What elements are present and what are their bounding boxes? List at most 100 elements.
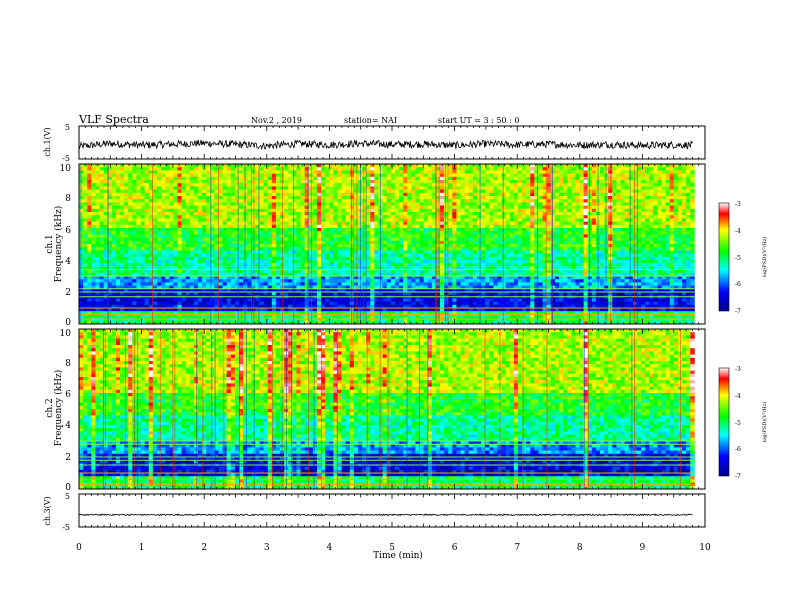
spectrogram-cell [292, 180, 297, 184]
spectrogram-cell [567, 238, 572, 242]
spectrogram-cell [461, 231, 466, 235]
ch1-panel: 5 -5 ch.1(V) [43, 123, 705, 163]
spectrogram-cell [169, 190, 174, 194]
spectrogram-cell [563, 212, 568, 216]
spectrogram-cell [579, 206, 584, 210]
spectrogram-cell [136, 231, 141, 235]
spectrogram-cell [678, 177, 683, 181]
spectrogram-cell [288, 199, 293, 203]
spectrogram-cell [383, 247, 388, 251]
spectrogram-cell [452, 218, 457, 222]
spectrogram-cell [124, 183, 129, 187]
spectrogram-cell [489, 196, 494, 200]
spectrogram-cell [670, 206, 675, 210]
spectrogram-cell [588, 209, 593, 213]
spectrogram-cell [132, 260, 137, 264]
spectrogram-cell [272, 263, 277, 267]
spectrogram-cell [288, 206, 293, 210]
spectrogram-cell [383, 222, 388, 226]
spectrogram-cell [292, 202, 297, 206]
spectrogram-cell [342, 260, 347, 264]
spectrogram-cell [555, 202, 560, 206]
spectrogram-cell [354, 257, 359, 261]
spectrogram-cell [87, 177, 92, 181]
spectrogram-cell [247, 260, 252, 264]
spectrogram-cell [653, 199, 658, 203]
spectrogram-cell [563, 234, 568, 238]
spectrogram-cell [284, 234, 289, 238]
spectrogram-cell [383, 170, 388, 174]
spectrogram-cell [354, 254, 359, 258]
spectrogram-cell [374, 206, 379, 210]
spectrogram-cell [420, 247, 425, 251]
spectrogram-cell [424, 238, 429, 242]
spectrogram-cell [391, 244, 396, 248]
spectrogram-cell [522, 180, 527, 184]
spectrogram-cell [686, 218, 691, 222]
spectrogram-cell [292, 193, 297, 197]
spectrogram-cell [674, 260, 679, 264]
spectrogram-cell [190, 170, 195, 174]
spectrogram-cell [239, 196, 244, 200]
spectrogram-cell [534, 244, 539, 248]
spectrogram-cell [116, 170, 121, 174]
spectrogram-cell [317, 186, 322, 190]
spectrogram-cell [321, 257, 326, 261]
spectrogram-cell [399, 241, 404, 245]
spectrogram-cell [239, 174, 244, 178]
spectrogram-cell [641, 177, 646, 181]
spectrogram-cell [588, 241, 593, 245]
spectrogram-cell [649, 234, 654, 238]
spectrogram-cell [284, 190, 289, 194]
spectrogram-cell [575, 170, 580, 174]
spectrogram-cell [370, 228, 375, 232]
spectrogram-cell [563, 257, 568, 261]
spectrogram-cell [100, 238, 105, 242]
spectrogram-cell [600, 199, 605, 203]
spectrogram-cell [112, 257, 117, 261]
spectrogram-cell [239, 250, 244, 254]
spectrogram-cell [358, 167, 363, 171]
spectrogram-cell [571, 257, 576, 261]
spectrogram-cell [424, 180, 429, 184]
spectrogram-cell [563, 231, 568, 235]
spectrogram-cell [284, 263, 289, 267]
spectrogram-cell [563, 199, 568, 203]
spectrogram-cell [276, 174, 281, 178]
spectrogram-cell [682, 167, 687, 171]
spectrogram-cell [592, 244, 597, 248]
spectrogram-cell [128, 180, 133, 184]
spectrogram-cell [235, 167, 240, 171]
spectrogram-cell [317, 260, 322, 264]
spectrogram-cell [313, 183, 318, 187]
spectrogram-cell [604, 180, 609, 184]
spectrogram-cell [440, 215, 445, 219]
spectrogram-cell [575, 238, 580, 242]
spectrogram-cell [608, 190, 613, 194]
spectrogram-cell [518, 209, 523, 213]
spectrogram-cell [567, 231, 572, 235]
spectrogram-cell [260, 180, 265, 184]
spectrogram-cell [682, 263, 687, 267]
spectrogram-cell [674, 218, 679, 222]
spectrogram-cell [284, 260, 289, 264]
spectrogram-cell [186, 196, 191, 200]
spectrogram-cell [424, 190, 429, 194]
spectrogram-cell [342, 177, 347, 181]
spectrogram-cell [629, 170, 634, 174]
spectrogram-cell [366, 212, 371, 216]
spectrogram-cell [358, 177, 363, 181]
spectrogram-cell [600, 228, 605, 232]
spectrogram-cell [678, 257, 683, 261]
spectrogram-cell [276, 183, 281, 187]
spectrogram-cell [518, 186, 523, 190]
spectrogram-cell [440, 231, 445, 235]
spectrogram-cell [116, 180, 121, 184]
spectrogram-cell [551, 212, 556, 216]
spectrogram-cell [350, 238, 355, 242]
ch1-ytick-bottom: -5 [62, 154, 70, 163]
spectrogram-cell [247, 241, 252, 245]
spectrogram-cell [239, 177, 244, 181]
spectrogram-cell [448, 263, 453, 267]
spectrogram-cell [198, 199, 203, 203]
